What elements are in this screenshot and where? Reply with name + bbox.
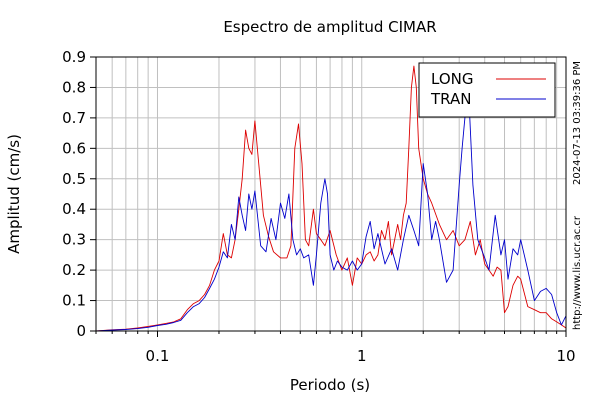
y-tick-label: 0.8	[62, 78, 86, 96]
y-tick-label: 0.3	[62, 231, 86, 249]
y-axis-ticks: 0 0.1 0.2 0.3 0.4 0.5 0.6 0.7 0.8 0.9	[62, 48, 96, 340]
y-axis-label: Amplitud (cm/s)	[5, 134, 23, 254]
x-tick-label: 10	[556, 347, 575, 365]
series-line-tran	[95, 71, 567, 332]
series-line-long	[95, 65, 567, 332]
x-axis-ticks: 0.1 1 10	[95, 331, 576, 365]
y-tick-label: 0	[76, 322, 86, 340]
y-tick-label: 0.4	[62, 200, 86, 218]
y-tick-label: 0.2	[62, 261, 86, 279]
y-tick-label: 0.9	[62, 48, 86, 66]
x-tick-label: 0.1	[146, 347, 170, 365]
timestamp-annotation: 2024-07-13 03:39:36 PM	[572, 61, 583, 185]
legend-box	[418, 62, 556, 118]
chart-title: Espectro de amplitud CIMAR	[223, 18, 436, 36]
x-tick-label: 1	[357, 347, 367, 365]
legend-label-tran: TRAN	[430, 90, 471, 108]
x-axis-label: Periodo (s)	[290, 376, 370, 394]
y-tick-label: 0.6	[62, 139, 86, 157]
series-layer	[95, 65, 567, 332]
y-tick-label: 0.1	[62, 292, 86, 310]
y-tick-label: 0.5	[62, 170, 86, 188]
url-annotation: http://www.lis.ucr.ac.cr	[572, 215, 583, 330]
legend: LONG TRAN	[418, 62, 556, 118]
plot-frame	[95, 56, 567, 332]
y-tick-label: 0.7	[62, 109, 86, 127]
legend-label-long: LONG	[431, 70, 473, 88]
